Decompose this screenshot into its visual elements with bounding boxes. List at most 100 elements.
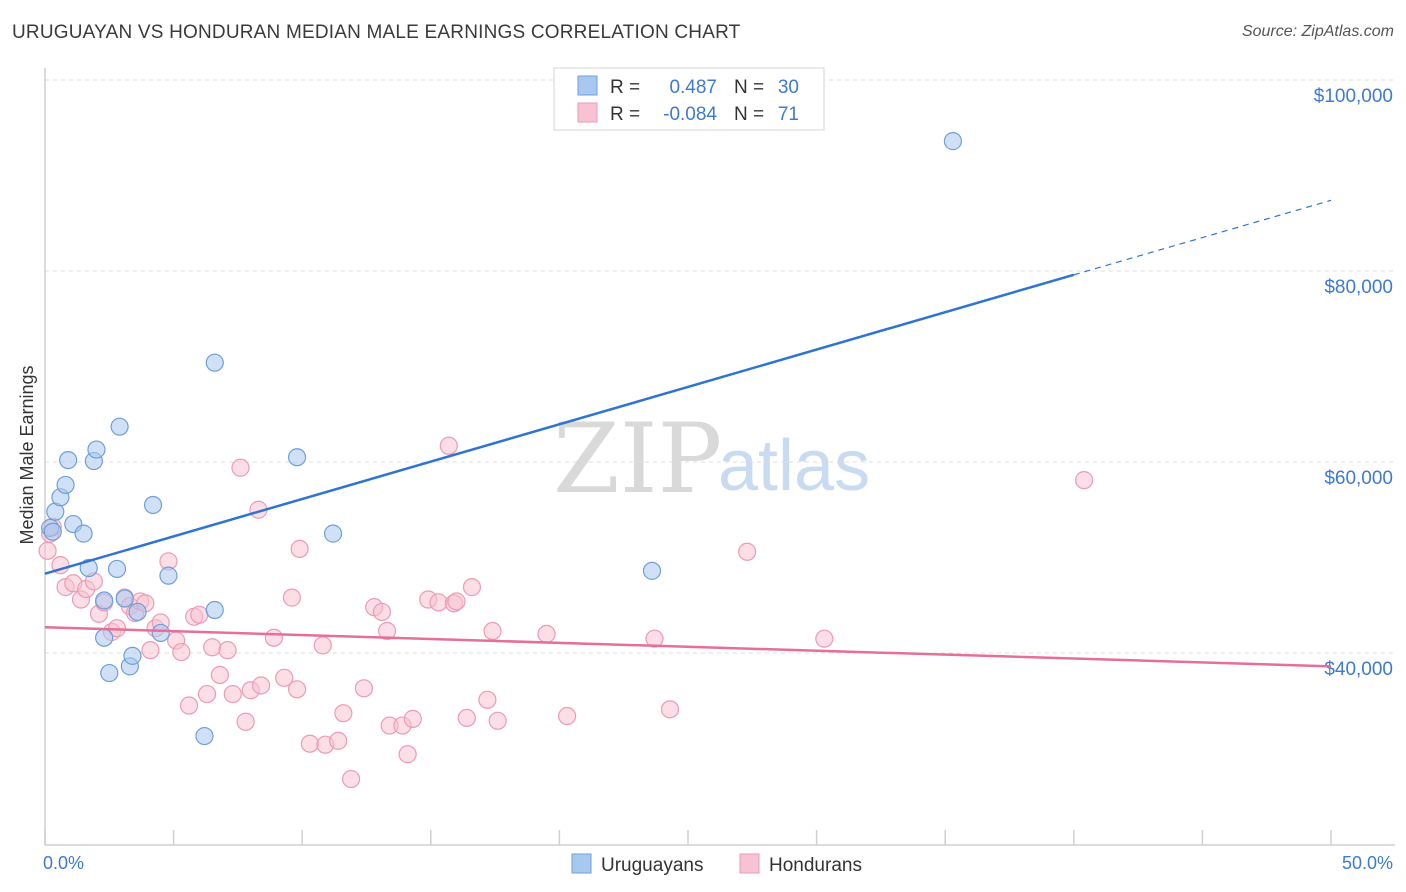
honduran-point [275, 668, 294, 687]
bottom-legend-swatch-hondurans [739, 853, 760, 874]
x-ticks [44, 830, 1332, 845]
uruguayan-point [123, 646, 142, 665]
honduran-point [300, 734, 320, 753]
honduran-point [236, 712, 255, 731]
uruguayans-points [41, 132, 963, 746]
honduran-point [462, 578, 482, 597]
axes [44, 68, 1395, 846]
uruguayan-point [107, 559, 127, 579]
uruguayan-point [100, 663, 119, 683]
bottom-legend-label-hondurans: Hondurans [769, 855, 862, 876]
honduran-point [203, 638, 222, 657]
honduran-point [478, 690, 497, 709]
honduran-point [645, 629, 664, 648]
uruguayan-point [943, 132, 963, 151]
honduran-point [483, 621, 502, 641]
uruguayan-point [59, 450, 78, 470]
honduran-point [287, 680, 307, 699]
top-legend: R = 0.487 N = 30 R = -0.084 N = 71 [553, 67, 825, 131]
honduran-point [738, 542, 757, 561]
honduran-point [141, 641, 160, 660]
honduran-point [372, 602, 392, 622]
legend-swatch-uruguayans [577, 75, 598, 96]
honduran-point [231, 458, 250, 477]
honduran-point [398, 745, 417, 764]
honduran-point [197, 684, 217, 704]
honduran-point [439, 436, 458, 455]
honduran-point [179, 696, 199, 715]
honduran-point [290, 539, 309, 559]
honduran-point [313, 636, 332, 655]
uruguayan-point [115, 589, 134, 608]
y-tick-label: $60,000 [1324, 468, 1393, 489]
uruguayans-trend-line [44, 273, 1075, 575]
honduran-point [537, 624, 556, 644]
legend-r-value-uruguayans: 0.487 [669, 77, 717, 98]
uruguayan-point [159, 566, 178, 585]
honduran-point [815, 629, 834, 648]
honduran-point [447, 592, 466, 611]
uruguayan-point [74, 524, 93, 543]
legend-swatch-hondurans [577, 102, 598, 123]
legend-n-label-uruguayans: N = [734, 77, 764, 98]
honduran-point [354, 679, 374, 698]
legend-r-label-hondurans: R = [610, 104, 640, 125]
honduran-point [251, 676, 271, 695]
honduran-point [210, 665, 229, 685]
top-legend-box [553, 67, 825, 131]
x-tick-label-min: 0.0% [43, 853, 84, 873]
honduran-point [223, 684, 242, 704]
legend-r-label-uruguayans: R = [610, 77, 640, 98]
y-tick-label: $40,000 [1324, 659, 1393, 680]
uruguayan-point [87, 440, 106, 459]
hondurans-trend-line [44, 625, 1332, 668]
uruguayan-point [143, 495, 163, 515]
x-tick-label-max: 50.0% [1342, 853, 1393, 873]
bottom-legend-label-uruguayans: Uruguayans [601, 855, 703, 876]
honduran-point [429, 593, 448, 612]
uruguayan-point [79, 558, 98, 578]
honduran-point [218, 641, 237, 660]
hondurans-points [38, 436, 1094, 789]
legend-n-value-hondurans: 71 [778, 104, 799, 125]
honduran-point [334, 704, 353, 723]
y-axis-label: Median Male Earnings [17, 365, 37, 544]
uruguayan-point [323, 524, 343, 543]
honduran-point [190, 605, 209, 624]
honduran-point [403, 709, 422, 728]
honduran-point [264, 628, 284, 647]
uruguayan-point [205, 353, 224, 372]
legend-r-value-hondurans: -0.084 [663, 104, 717, 125]
uruguayan-point [642, 561, 662, 580]
watermark-atlas: atlas [718, 426, 870, 506]
watermark-zip: ZIP [553, 403, 722, 515]
y-tick-label: $100,000 [1314, 86, 1393, 107]
y-tick-labels: $40,000 $60,000 $80,000 $100,000 [1314, 86, 1393, 680]
trend-lines [44, 199, 1332, 668]
grid [45, 79, 1395, 654]
uruguayans-trend-extension [1073, 199, 1332, 276]
uruguayan-point [287, 448, 307, 467]
uruguayan-point [56, 475, 75, 495]
uruguayan-point [195, 726, 214, 746]
bottom-legend-swatch-uruguayans [571, 853, 592, 874]
honduran-point [329, 731, 348, 750]
legend-n-label-hondurans: N = [734, 104, 764, 125]
uruguayan-point [128, 602, 147, 622]
honduran-point [488, 711, 507, 730]
honduran-point [341, 769, 361, 789]
bottom-legend: Uruguayans Hondurans [571, 853, 862, 876]
honduran-point [377, 621, 397, 641]
uruguayan-point [43, 522, 62, 541]
honduran-point [457, 708, 476, 728]
source-label: Source: ZipAtlas.com [1241, 23, 1394, 40]
uruguayan-point [151, 623, 170, 643]
honduran-point [660, 700, 680, 719]
honduran-point [558, 706, 577, 726]
honduran-point [38, 541, 57, 560]
uruguayan-point [95, 591, 114, 610]
uruguayan-point [110, 417, 129, 436]
legend-n-value-uruguayans: 30 [778, 77, 799, 98]
y-tick-label: $80,000 [1324, 277, 1393, 298]
